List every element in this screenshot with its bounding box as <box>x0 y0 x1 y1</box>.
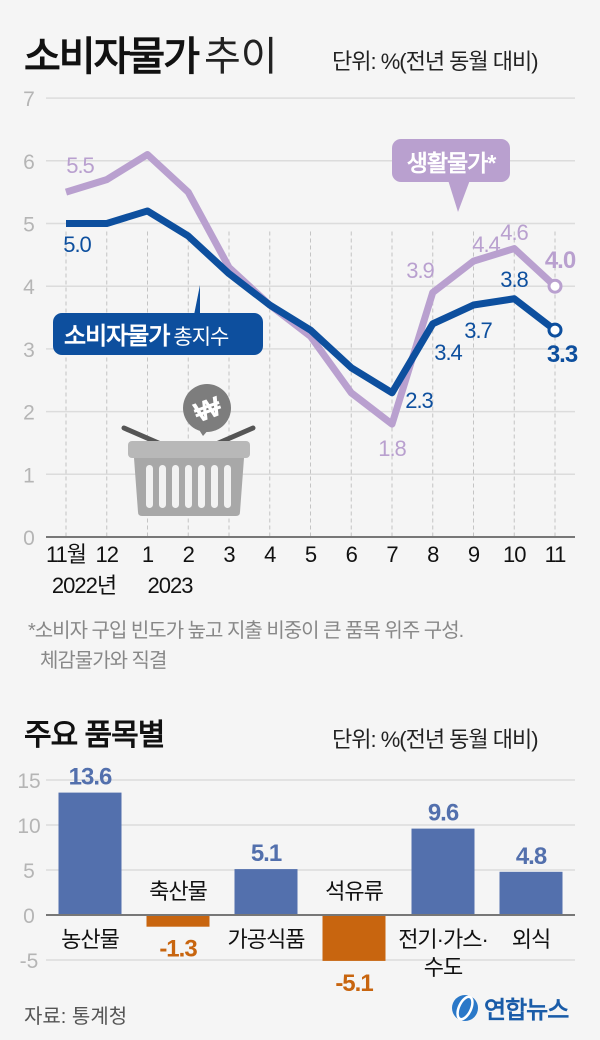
category-label: 가공식품 <box>228 927 306 952</box>
bar-value: -1.3 <box>159 936 197 963</box>
x-tick: 8 <box>427 542 439 567</box>
y-tick: 6 <box>23 151 35 174</box>
svg-text:생활물가*: 생활물가* <box>407 150 497 176</box>
bar <box>234 869 298 915</box>
y-tick: 7 <box>23 88 35 111</box>
bar-chart: 15 10 5 0 -5 13.6 농산물 -1.3 축산물 5.1 가공식품 -5.1 석유류 9.6 전… <box>17 764 575 997</box>
chart-title: 소비자물가 추이 <box>24 24 278 82</box>
section-title: 주요 품목별 <box>24 719 165 752</box>
title-bold: 소비자물가 <box>24 35 200 79</box>
title-light: 추이 <box>204 35 278 79</box>
category-label: 축산물 <box>149 879 207 904</box>
y-tick: 4 <box>23 276 35 299</box>
y-tick: 1 <box>23 464 35 487</box>
bar-value: -5.1 <box>335 970 373 997</box>
bar-value: 13.6 <box>69 764 112 791</box>
shopping-basket-icon: ₩ <box>121 384 256 516</box>
footnote: *소비자 구입 빈도가 높고 지출 비중이 큰 품목 위주 구성. 체감물가와 … <box>28 616 464 676</box>
living-price-callout: 생활물가* <box>392 139 510 212</box>
year-label: 2023 <box>148 573 194 598</box>
y-tick: 5 <box>23 860 35 883</box>
category-label: 수도 <box>424 955 463 980</box>
x-tick: 10 <box>503 542 526 567</box>
bar-chart-unit: 단위: %(전년 동월 대비) <box>332 727 539 752</box>
year-label: 2022년 <box>52 573 116 598</box>
x-tick: 7 <box>386 542 398 567</box>
category-label: 석유류 <box>325 879 383 904</box>
y-tick: 10 <box>17 815 40 838</box>
bar <box>146 915 210 927</box>
x-tick: 2 <box>183 542 195 567</box>
category-label: 외식 <box>512 927 550 952</box>
category-label: 농산물 <box>61 927 119 952</box>
logo-text: 연합뉴스 <box>484 997 569 1024</box>
data-label: 1.8 <box>378 436 406 461</box>
cpi-line <box>66 207 558 397</box>
x-tick: 1 <box>142 542 154 567</box>
data-label: 3.4 <box>434 340 462 365</box>
footnote-line-1: *소비자 구입 빈도가 높고 지출 비중이 큰 품목 위주 구성. <box>28 620 464 642</box>
data-label: 3.9 <box>406 258 434 283</box>
y-tick: 2 <box>23 402 35 425</box>
x-tick: 6 <box>346 542 358 567</box>
cpi-callout: 소비자물가 총지수 <box>53 285 263 355</box>
y-tick: 3 <box>23 339 35 362</box>
data-label: 3.8 <box>500 267 528 292</box>
data-label: 4.0 <box>545 247 576 274</box>
x-tick: 4 <box>264 542 276 567</box>
bar-value: 9.6 <box>428 800 459 827</box>
bar-value: 5.1 <box>251 840 282 867</box>
data-label: 3.7 <box>464 318 492 343</box>
y-tick: 5 <box>23 214 35 237</box>
bar <box>58 792 122 915</box>
y-tick: 15 <box>17 770 40 793</box>
x-tick: 11 <box>545 542 567 567</box>
category-label: 전기·가스· <box>398 927 488 952</box>
x-tick: 9 <box>468 542 480 567</box>
line-chart-unit: 단위: %(전년 동월 대비) <box>332 49 539 74</box>
yonhap-logo: 연합뉴스 <box>450 990 569 1025</box>
y-tick: 0 <box>23 527 35 550</box>
data-label: 3.3 <box>547 341 578 368</box>
data-label: 4.6 <box>500 220 528 245</box>
x-tick: 5 <box>305 542 317 567</box>
data-label: 2.3 <box>405 388 433 413</box>
data-label: 5.0 <box>63 232 91 257</box>
data-label: 5.5 <box>66 153 94 178</box>
y-tick: -5 <box>20 950 39 973</box>
y-tick: 0 <box>23 905 35 928</box>
x-tick: 12 <box>96 542 119 567</box>
data-label: 4.4 <box>472 232 500 257</box>
yonhap-globe-icon <box>452 994 478 1021</box>
bar <box>322 915 386 961</box>
source-label: 자료: 통계청 <box>24 1006 128 1028</box>
bar-value: 4.8 <box>516 843 547 870</box>
footnote-line-2: 체감물가와 직결 <box>40 650 167 672</box>
bar <box>499 871 563 915</box>
x-tick: 11월 <box>46 542 86 567</box>
living-price-line <box>64 151 558 428</box>
x-tick: 3 <box>223 542 235 567</box>
bar <box>411 828 475 915</box>
